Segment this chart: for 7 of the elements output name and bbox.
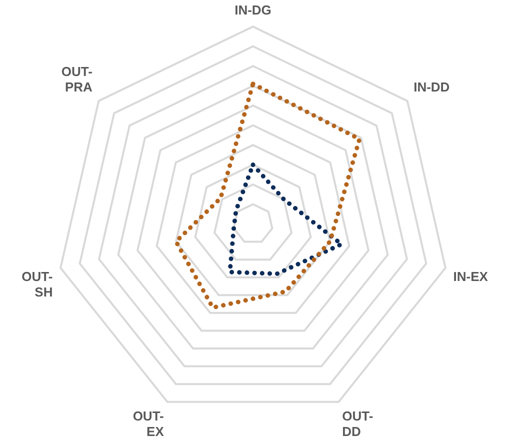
spoke-label: IN-EX [453,269,488,284]
spoke-label: OUT-PRA [61,64,94,95]
spoke-label: OUT-DD [342,408,374,440]
spoke-label: OUT-EX [132,408,164,440]
spoke-label: IN-DD [414,80,450,95]
spoke-label: OUT-SH [22,269,53,300]
spoke-label: IN-DG [234,2,272,18]
